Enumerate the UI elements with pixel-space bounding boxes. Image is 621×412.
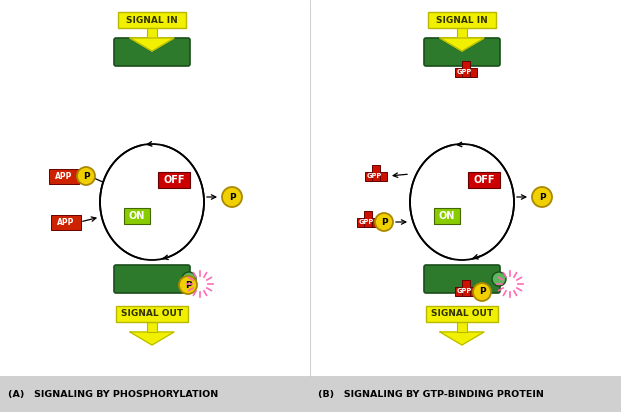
- FancyBboxPatch shape: [158, 172, 190, 188]
- FancyBboxPatch shape: [118, 12, 186, 28]
- Text: OFF: OFF: [163, 175, 185, 185]
- FancyBboxPatch shape: [457, 28, 467, 38]
- Text: APP: APP: [57, 218, 75, 227]
- Ellipse shape: [410, 144, 514, 260]
- FancyBboxPatch shape: [426, 306, 498, 322]
- FancyBboxPatch shape: [372, 164, 380, 180]
- Text: OFF: OFF: [473, 175, 495, 185]
- FancyBboxPatch shape: [49, 169, 79, 183]
- FancyBboxPatch shape: [434, 208, 460, 224]
- FancyBboxPatch shape: [147, 28, 157, 38]
- FancyBboxPatch shape: [462, 61, 470, 77]
- Text: GPP: GPP: [366, 173, 382, 179]
- FancyBboxPatch shape: [462, 279, 470, 295]
- Text: (A)   SIGNALING BY PHOSPHORYLATION: (A) SIGNALING BY PHOSPHORYLATION: [8, 389, 218, 398]
- Text: P: P: [381, 218, 388, 227]
- FancyBboxPatch shape: [424, 38, 500, 66]
- Text: APP: APP: [55, 171, 73, 180]
- FancyBboxPatch shape: [455, 286, 477, 295]
- Text: SIGNAL IN: SIGNAL IN: [126, 16, 178, 24]
- Text: P: P: [229, 192, 235, 201]
- Circle shape: [222, 187, 242, 207]
- Text: SIGNAL OUT: SIGNAL OUT: [121, 309, 183, 318]
- FancyBboxPatch shape: [455, 68, 477, 77]
- Circle shape: [492, 272, 506, 286]
- Text: P: P: [538, 192, 545, 201]
- Text: P: P: [83, 171, 89, 180]
- FancyBboxPatch shape: [0, 376, 621, 412]
- FancyBboxPatch shape: [116, 306, 188, 322]
- Circle shape: [182, 272, 196, 286]
- Circle shape: [473, 283, 491, 301]
- Text: P: P: [479, 288, 486, 297]
- FancyBboxPatch shape: [114, 265, 190, 293]
- FancyBboxPatch shape: [364, 211, 372, 227]
- Circle shape: [532, 187, 552, 207]
- Text: GPP: GPP: [456, 69, 471, 75]
- FancyBboxPatch shape: [147, 322, 157, 332]
- FancyBboxPatch shape: [365, 171, 387, 180]
- FancyBboxPatch shape: [51, 215, 81, 229]
- Polygon shape: [440, 332, 484, 345]
- Circle shape: [375, 213, 393, 231]
- FancyBboxPatch shape: [457, 322, 467, 332]
- FancyBboxPatch shape: [468, 172, 500, 188]
- Text: GPP: GPP: [358, 219, 374, 225]
- Ellipse shape: [100, 144, 204, 260]
- Polygon shape: [440, 38, 484, 51]
- Polygon shape: [130, 38, 174, 51]
- Text: ON: ON: [129, 211, 145, 221]
- Text: SIGNAL OUT: SIGNAL OUT: [431, 309, 493, 318]
- FancyBboxPatch shape: [424, 265, 500, 293]
- FancyBboxPatch shape: [114, 38, 190, 66]
- Circle shape: [179, 276, 197, 294]
- FancyBboxPatch shape: [357, 218, 379, 227]
- Text: P: P: [184, 281, 191, 290]
- Text: ON: ON: [439, 211, 455, 221]
- FancyBboxPatch shape: [428, 12, 496, 28]
- FancyBboxPatch shape: [124, 208, 150, 224]
- Circle shape: [77, 167, 95, 185]
- Polygon shape: [130, 332, 174, 345]
- Text: SIGNAL IN: SIGNAL IN: [436, 16, 488, 24]
- Text: GPP: GPP: [456, 288, 471, 294]
- Text: (B)   SIGNALING BY GTP-BINDING PROTEIN: (B) SIGNALING BY GTP-BINDING PROTEIN: [318, 389, 544, 398]
